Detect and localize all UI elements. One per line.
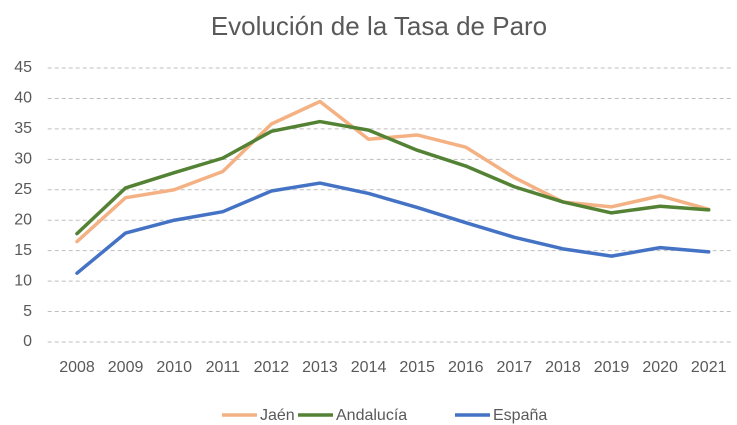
x-tick-label: 2012 [254,359,290,376]
x-tick-label: 2019 [594,359,630,376]
y-tick-label: 25 [14,181,32,198]
y-tick-label: 45 [14,59,32,76]
y-tick-label: 15 [14,242,32,259]
y-tick-label: 20 [14,211,32,228]
y-tick-label: 40 [14,90,32,107]
x-tick-label: 2008 [59,359,95,376]
x-tick-label: 2016 [448,359,484,376]
x-tick-label: 2014 [351,359,387,376]
y-tick-label: 0 [23,333,32,350]
x-tick-label: 2013 [302,359,338,376]
x-tick-label: 2017 [497,359,533,376]
series-line [75,119,711,236]
legend-label: Jaén [260,407,295,424]
legend-label: Andalucía [336,407,407,424]
x-tick-label: 2018 [545,359,581,376]
series-line [75,99,711,244]
y-tick-label: 5 [23,303,32,320]
y-tick-label: 10 [14,272,32,289]
x-tick-label: 2020 [642,359,678,376]
x-tick-label: 2010 [156,359,192,376]
legend-label: España [493,407,547,424]
chart-title: Evolución de la Tasa de Paro [211,11,547,41]
x-tick-label: 2009 [108,359,144,376]
y-tick-label: 30 [14,151,32,168]
x-tick-label: 2015 [399,359,435,376]
series-line [75,181,711,275]
y-tick-label: 35 [14,120,32,137]
x-tick-label: 2011 [206,359,241,376]
x-tick-label: 2021 [691,359,727,376]
